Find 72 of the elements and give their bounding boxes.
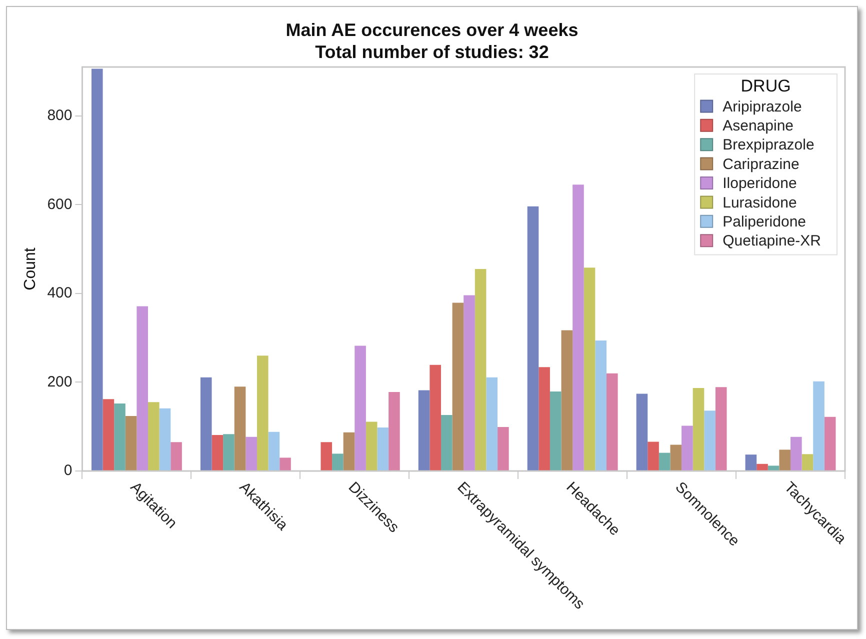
bar — [136, 306, 148, 470]
y-tick-label: 600 — [47, 196, 72, 213]
bar — [418, 390, 430, 470]
bar — [388, 392, 400, 470]
y-tick-label: 0 — [64, 462, 72, 480]
legend-label: Paliperidone — [722, 214, 806, 231]
bar — [212, 435, 224, 470]
bar — [756, 464, 768, 470]
bar — [768, 466, 780, 470]
y-tick-label: 200 — [47, 373, 72, 390]
bar — [430, 364, 442, 470]
bar — [223, 434, 234, 470]
y-tick-label: 400 — [47, 284, 72, 302]
bar — [584, 268, 596, 470]
bar — [441, 415, 452, 470]
bar — [692, 388, 704, 470]
legend-label: Lurasidone — [722, 194, 797, 212]
bar — [170, 442, 182, 470]
bar — [91, 68, 103, 470]
bar — [670, 444, 682, 470]
bar — [148, 402, 160, 470]
bar — [779, 450, 791, 470]
bar — [682, 426, 693, 470]
bar — [464, 295, 475, 470]
bar — [802, 454, 814, 470]
bar — [102, 399, 114, 470]
bar — [790, 436, 802, 470]
bar — [343, 432, 355, 470]
bar — [452, 302, 464, 470]
bar — [377, 427, 389, 470]
bar — [246, 436, 257, 470]
y-tick-label: 800 — [47, 106, 72, 124]
bar — [474, 269, 486, 470]
bar — [320, 442, 332, 470]
legend-label: Iloperidone — [722, 175, 797, 192]
bar — [332, 454, 344, 470]
bar — [715, 387, 727, 470]
bar — [366, 422, 378, 470]
bar — [550, 392, 562, 470]
bar — [268, 432, 280, 470]
bar — [636, 394, 648, 470]
y-axis-title: Count — [22, 247, 40, 290]
bar — [527, 206, 539, 470]
bar — [125, 416, 137, 470]
bar — [745, 454, 757, 470]
bar — [561, 330, 573, 470]
bar — [606, 373, 618, 470]
legend-title: DRUG — [740, 76, 791, 96]
bar — [200, 377, 212, 470]
bar — [354, 346, 366, 470]
bar — [572, 184, 584, 470]
legend-label: Brexpiprazole — [722, 136, 814, 154]
bar — [280, 458, 291, 470]
bar — [486, 377, 498, 470]
bar — [538, 367, 550, 470]
legend-label: Cariprazine — [722, 156, 800, 173]
bar — [256, 356, 268, 470]
bar — [595, 340, 606, 470]
chart-subtitle: Total number of studies: 32 — [314, 41, 550, 63]
chart-title: Main AE occurences over 4 weeks — [284, 19, 580, 41]
bar — [159, 408, 171, 470]
bar — [114, 404, 126, 470]
bar — [234, 386, 246, 470]
legend-label: Aripiprazole — [722, 98, 802, 116]
bar — [648, 442, 659, 470]
bar — [704, 410, 716, 470]
bar — [813, 381, 824, 470]
legend-label: Quetiapine-XR — [722, 232, 822, 250]
legend-label: Asenapine — [722, 118, 794, 135]
bar — [498, 427, 509, 470]
bar — [658, 452, 670, 470]
bar — [824, 416, 836, 470]
